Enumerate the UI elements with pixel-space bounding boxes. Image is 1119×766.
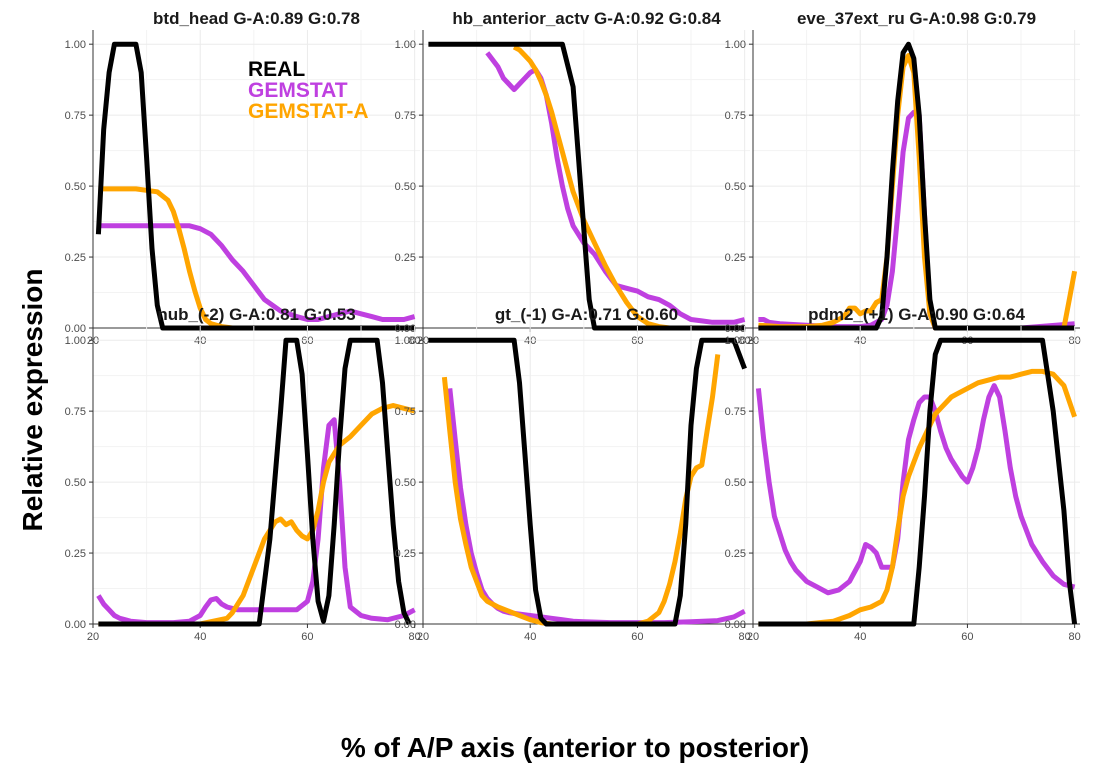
y-tick-label: 0.25 <box>65 252 86 264</box>
y-tick-label: 0.75 <box>65 406 86 418</box>
y-tick-label: 0.50 <box>65 181 86 193</box>
panel-title: eve_37ext_ru G-A:0.98 G:0.79 <box>797 9 1036 28</box>
y-tick-label: 1.00 <box>725 335 746 347</box>
chart-panel-2: 20 40 60 800.000.250.500.751.00hb_anterior_… <box>395 9 751 347</box>
series-line-gemstat <box>98 223 416 322</box>
x-tick-label: 60 <box>631 631 643 643</box>
series-line-gemstat-a <box>98 403 416 627</box>
x-tick-label: 40 <box>524 631 536 643</box>
series-line-real <box>758 337 1078 627</box>
series-line-gemstat <box>485 51 746 325</box>
y-tick-label: 1.00 <box>65 335 86 347</box>
y-tick-label: 0.75 <box>65 110 86 122</box>
panel-title: nub_(-2) G-A:0.81 G:0.53 <box>157 305 355 324</box>
y-tick-label: 0.25 <box>395 548 416 560</box>
y-tick-label: 0.25 <box>725 548 746 560</box>
y-tick-label: 1.00 <box>395 335 416 347</box>
panel-title: hb_anterior_actv G-A:0.92 G:0.84 <box>452 9 721 28</box>
panel-title: btd_head G-A:0.89 G:0.78 <box>153 9 360 28</box>
x-tick-label: 40 <box>854 631 866 643</box>
x-tick-label: 60 <box>961 631 973 643</box>
legend-label-gemstat: GEMSTAT <box>248 79 348 102</box>
x-tick-label: 40 <box>194 631 206 643</box>
x-tick-label: 60 <box>301 631 313 643</box>
y-tick-label: 0.25 <box>725 252 746 264</box>
y-tick-label: 0.50 <box>395 477 416 489</box>
legend-label-real: REAL <box>248 58 305 81</box>
legend-label-gemstat-a: GEMSTAT-A <box>248 100 369 123</box>
y-tick-label: 0.75 <box>395 110 416 122</box>
y-tick-label: 0.75 <box>395 406 416 418</box>
x-tick-label: 80 <box>739 631 751 643</box>
y-tick-label: 0.00 <box>725 619 746 631</box>
x-tick-label: 20 <box>417 631 429 643</box>
y-tick-label: 0.25 <box>65 548 86 560</box>
series-line-real <box>428 337 747 627</box>
y-tick-label: 1.00 <box>725 39 746 51</box>
x-tick-label: 80 <box>409 631 421 643</box>
legend: REAL GEMSTAT GEMSTAT-A <box>248 58 369 123</box>
series-line-gemstat <box>755 383 1076 596</box>
y-tick-label: 0.00 <box>65 619 86 631</box>
series-line-gemstat-a <box>758 368 1077 627</box>
y-tick-label: 0.75 <box>725 406 746 418</box>
y-tick-label: 0.50 <box>725 181 746 193</box>
y-axis-label: Relative expression <box>17 268 48 531</box>
y-tick-label: 1.00 <box>395 39 416 51</box>
y-tick-label: 0.50 <box>725 477 746 489</box>
x-tick-label: 80 <box>1069 631 1081 643</box>
y-tick-label: 0.00 <box>395 323 416 335</box>
panel-title: gt_(-1) G-A:0.71 G:0.60 <box>495 305 678 324</box>
y-tick-label: 0.00 <box>725 323 746 335</box>
y-tick-label: 0.00 <box>395 619 416 631</box>
series-line-real <box>98 337 412 627</box>
series-line-real <box>758 41 1075 331</box>
y-tick-label: 1.00 <box>65 39 86 51</box>
x-axis-label: % of A/P axis (anterior to posterior) <box>341 732 809 763</box>
chart-panel-3: 20 40 60 800.000.250.500.751.00eve_37ext_ru… <box>725 9 1081 347</box>
x-tick-label: 20 <box>87 631 99 643</box>
panel-title: pdm2_(+1) G-A:0.90 G:0.64 <box>808 305 1025 324</box>
series-line-real <box>95 41 415 331</box>
series-line-gemstat-a <box>512 44 745 331</box>
series-line-real <box>428 41 745 331</box>
y-tick-label: 0.50 <box>395 181 416 193</box>
y-tick-label: 0.50 <box>65 477 86 489</box>
y-tick-label: 0.75 <box>725 110 746 122</box>
y-tick-label: 0.00 <box>65 323 86 335</box>
x-tick-label: 20 <box>747 631 759 643</box>
y-tick-label: 0.25 <box>395 252 416 264</box>
